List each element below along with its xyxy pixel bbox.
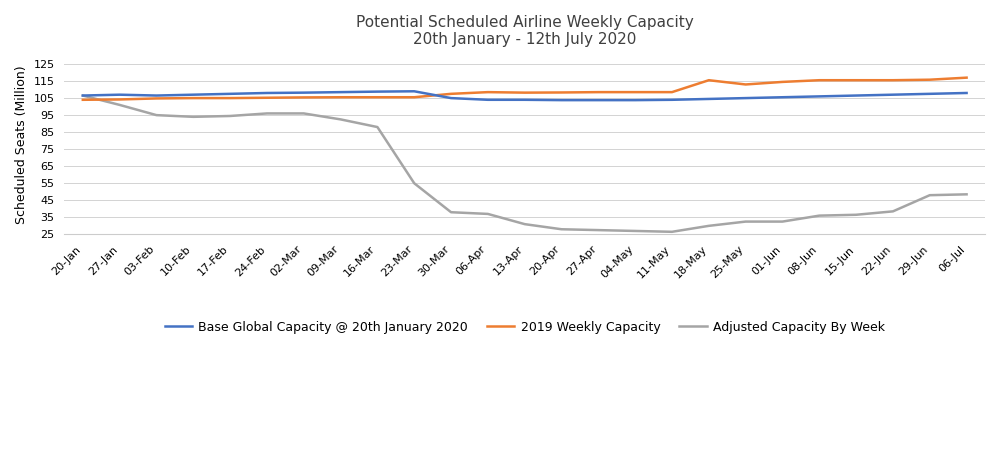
- Adjusted Capacity By Week: [556, 226, 568, 232]
- Base Global Capacity @ 20th January 2020: [519, 97, 531, 103]
- 2019 Weekly Capacity: [666, 89, 678, 95]
- Adjusted Capacity By Week: [703, 223, 715, 229]
- Adjusted Capacity By Week: [924, 192, 936, 198]
- 2019 Weekly Capacity: [298, 95, 310, 100]
- 2019 Weekly Capacity: [77, 97, 89, 103]
- Adjusted Capacity By Week: [224, 113, 236, 119]
- Base Global Capacity @ 20th January 2020: [813, 93, 825, 99]
- Base Global Capacity @ 20th January 2020: [408, 88, 420, 94]
- Base Global Capacity @ 20th January 2020: [482, 97, 494, 103]
- Title: Potential Scheduled Airline Weekly Capacity
20th January - 12th July 2020: Potential Scheduled Airline Weekly Capac…: [356, 15, 694, 47]
- 2019 Weekly Capacity: [335, 94, 347, 100]
- 2019 Weekly Capacity: [961, 75, 973, 80]
- Adjusted Capacity By Week: [150, 113, 162, 118]
- Base Global Capacity @ 20th January 2020: [261, 90, 273, 96]
- Base Global Capacity @ 20th January 2020: [371, 89, 383, 94]
- 2019 Weekly Capacity: [519, 90, 531, 95]
- 2019 Weekly Capacity: [261, 95, 273, 100]
- Adjusted Capacity By Week: [371, 124, 383, 130]
- Adjusted Capacity By Week: [298, 111, 310, 116]
- Adjusted Capacity By Week: [114, 102, 126, 108]
- 2019 Weekly Capacity: [187, 95, 199, 101]
- 2019 Weekly Capacity: [114, 97, 126, 102]
- 2019 Weekly Capacity: [813, 78, 825, 83]
- 2019 Weekly Capacity: [887, 78, 899, 83]
- Adjusted Capacity By Week: [813, 213, 825, 219]
- Base Global Capacity @ 20th January 2020: [114, 92, 126, 98]
- Adjusted Capacity By Week: [482, 211, 494, 217]
- Base Global Capacity @ 20th January 2020: [629, 97, 641, 103]
- 2019 Weekly Capacity: [408, 94, 420, 100]
- Adjusted Capacity By Week: [445, 209, 457, 215]
- Base Global Capacity @ 20th January 2020: [335, 89, 347, 95]
- 2019 Weekly Capacity: [776, 79, 788, 85]
- 2019 Weekly Capacity: [850, 78, 862, 83]
- Base Global Capacity @ 20th January 2020: [187, 92, 199, 98]
- 2019 Weekly Capacity: [150, 96, 162, 101]
- Base Global Capacity @ 20th January 2020: [924, 91, 936, 97]
- Adjusted Capacity By Week: [519, 221, 531, 227]
- 2019 Weekly Capacity: [740, 82, 752, 87]
- Base Global Capacity @ 20th January 2020: [298, 90, 310, 95]
- 2019 Weekly Capacity: [924, 77, 936, 83]
- Base Global Capacity @ 20th January 2020: [77, 93, 89, 99]
- Base Global Capacity @ 20th January 2020: [224, 91, 236, 97]
- Base Global Capacity @ 20th January 2020: [445, 95, 457, 101]
- Adjusted Capacity By Week: [592, 227, 604, 233]
- Adjusted Capacity By Week: [408, 180, 420, 186]
- Adjusted Capacity By Week: [776, 219, 788, 224]
- 2019 Weekly Capacity: [592, 89, 604, 95]
- Base Global Capacity @ 20th January 2020: [887, 92, 899, 98]
- Line: Base Global Capacity @ 20th January 2020: Base Global Capacity @ 20th January 2020: [83, 91, 967, 100]
- Base Global Capacity @ 20th January 2020: [740, 95, 752, 101]
- 2019 Weekly Capacity: [224, 95, 236, 101]
- Line: 2019 Weekly Capacity: 2019 Weekly Capacity: [83, 78, 967, 100]
- 2019 Weekly Capacity: [556, 90, 568, 95]
- Adjusted Capacity By Week: [77, 93, 89, 99]
- Adjusted Capacity By Week: [261, 111, 273, 116]
- Base Global Capacity @ 20th January 2020: [666, 97, 678, 103]
- Base Global Capacity @ 20th January 2020: [776, 94, 788, 100]
- Adjusted Capacity By Week: [850, 212, 862, 218]
- 2019 Weekly Capacity: [482, 89, 494, 95]
- Base Global Capacity @ 20th January 2020: [850, 93, 862, 99]
- Adjusted Capacity By Week: [335, 117, 347, 122]
- Base Global Capacity @ 20th January 2020: [961, 90, 973, 96]
- 2019 Weekly Capacity: [371, 94, 383, 100]
- Adjusted Capacity By Week: [666, 229, 678, 234]
- Legend: Base Global Capacity @ 20th January 2020, 2019 Weekly Capacity, Adjusted Capacit: Base Global Capacity @ 20th January 2020…: [160, 316, 890, 339]
- 2019 Weekly Capacity: [703, 78, 715, 83]
- Base Global Capacity @ 20th January 2020: [703, 96, 715, 102]
- Line: Adjusted Capacity By Week: Adjusted Capacity By Week: [83, 96, 967, 232]
- 2019 Weekly Capacity: [445, 91, 457, 97]
- Base Global Capacity @ 20th January 2020: [556, 97, 568, 103]
- Y-axis label: Scheduled Seats (Million): Scheduled Seats (Million): [15, 66, 28, 224]
- 2019 Weekly Capacity: [629, 89, 641, 95]
- Adjusted Capacity By Week: [887, 209, 899, 214]
- Adjusted Capacity By Week: [961, 191, 973, 197]
- Adjusted Capacity By Week: [629, 228, 641, 234]
- Adjusted Capacity By Week: [740, 219, 752, 224]
- Base Global Capacity @ 20th January 2020: [592, 97, 604, 103]
- Base Global Capacity @ 20th January 2020: [150, 93, 162, 99]
- Adjusted Capacity By Week: [187, 114, 199, 120]
